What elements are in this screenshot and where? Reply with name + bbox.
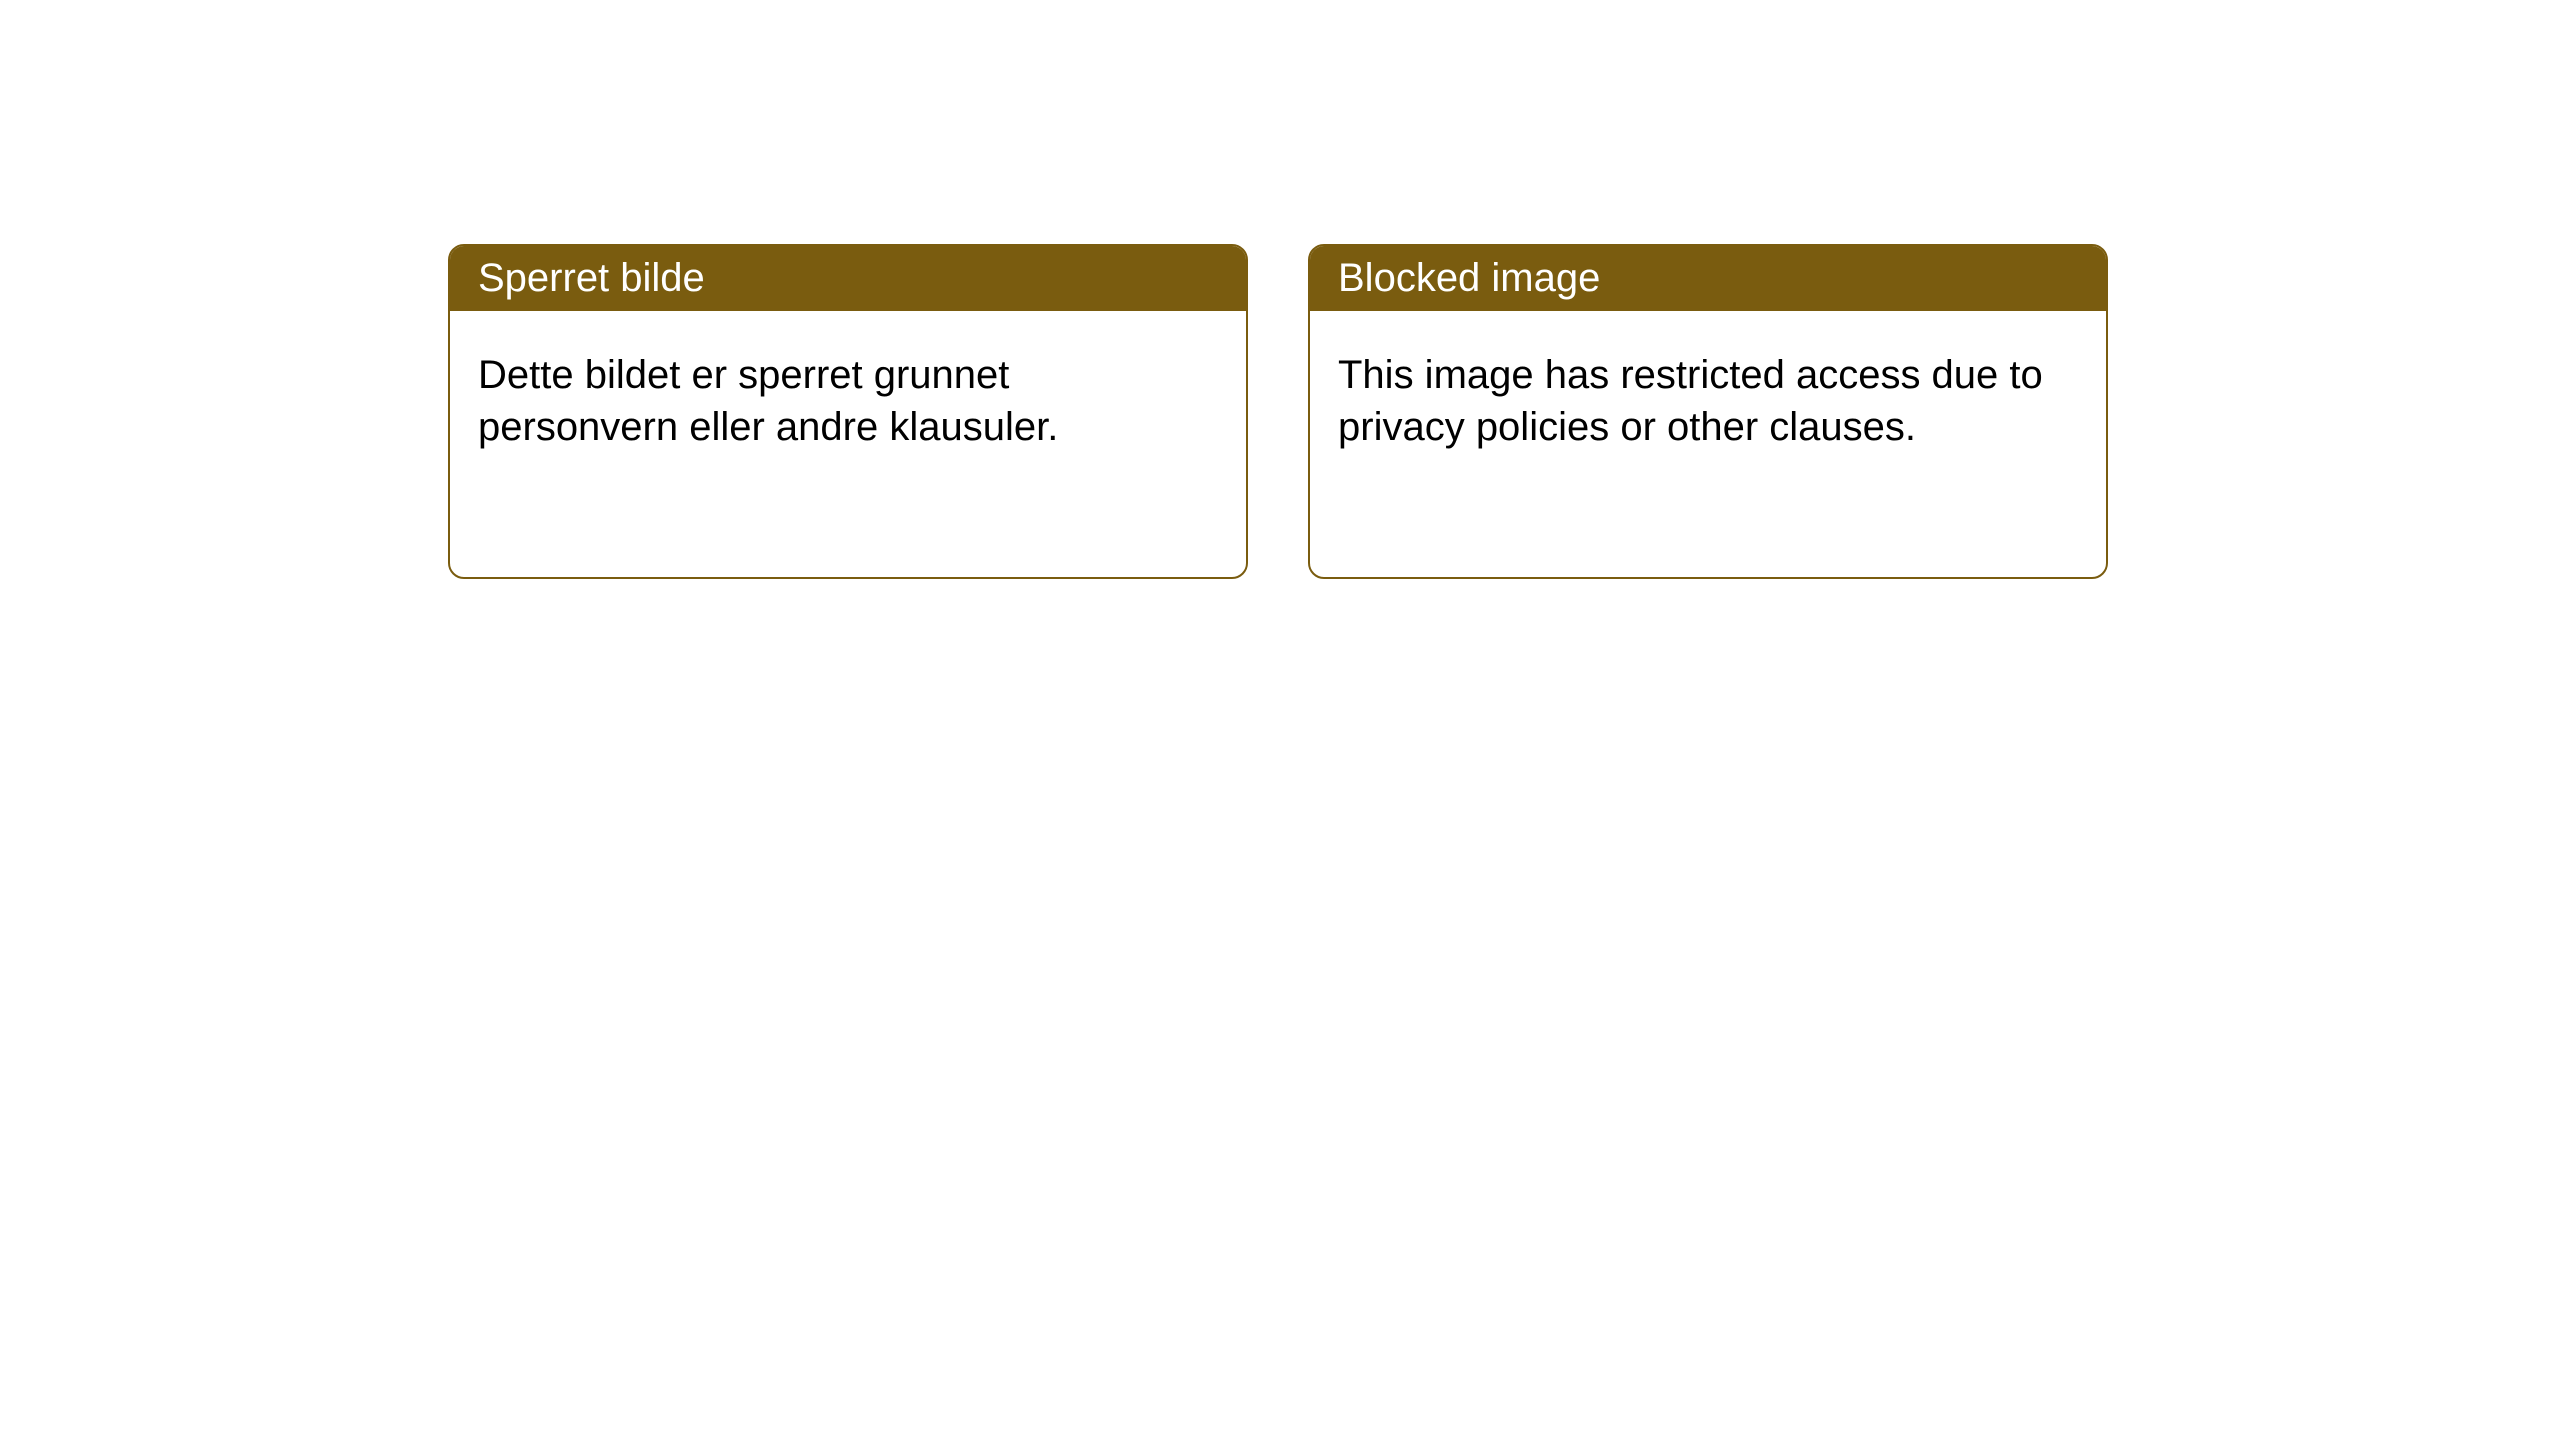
notice-body-norwegian: Dette bildet er sperret grunnet personve…	[450, 311, 1246, 491]
notice-container: Sperret bilde Dette bildet er sperret gr…	[0, 0, 2560, 579]
notice-title-english: Blocked image	[1310, 246, 2106, 311]
notice-body-english: This image has restricted access due to …	[1310, 311, 2106, 491]
notice-card-norwegian: Sperret bilde Dette bildet er sperret gr…	[448, 244, 1248, 579]
notice-title-norwegian: Sperret bilde	[450, 246, 1246, 311]
notice-card-english: Blocked image This image has restricted …	[1308, 244, 2108, 579]
